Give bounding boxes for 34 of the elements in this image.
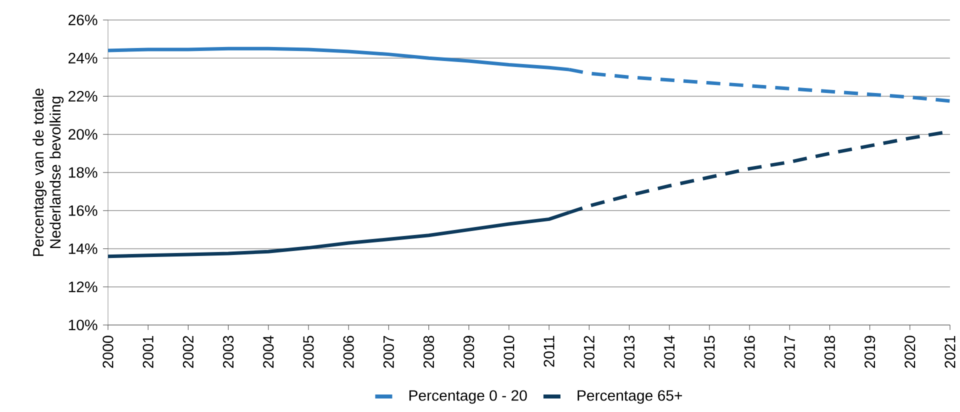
x-tick-label: 2016 [744, 336, 755, 368]
y-tick-label: 18% [68, 167, 98, 178]
x-tick-label: 2010 [504, 336, 514, 368]
x-tick-label: 2012 [584, 336, 594, 368]
x-tick-label: 2003 [222, 336, 234, 368]
x-tick-label: 2013 [624, 336, 635, 368]
x-tick-label: 2007 [383, 336, 394, 368]
x-tick-label: 2002 [182, 336, 194, 368]
x-tick-label: 2020 [904, 336, 916, 368]
x-tick-label: 2019 [864, 336, 876, 368]
x-tick-label: 2015 [704, 336, 715, 368]
x-tick-label: 2004 [263, 336, 274, 368]
legend-label: Percentage 0 - 20 [409, 390, 527, 404]
y-tick-label: 10% [68, 320, 98, 330]
y-tick-label: 16% [68, 205, 98, 216]
y-tick-label: 22% [68, 90, 98, 102]
x-tick-label: 2008 [423, 336, 434, 368]
y-axis-title: Percentage van de totale Nederlandse bevolking [32, 88, 64, 256]
legend-label: Percentage 65+ [578, 390, 682, 404]
x-tick-label: 2014 [664, 336, 675, 368]
y-tick-label: 12% [68, 282, 98, 292]
y-tick-label: 20% [68, 129, 98, 140]
x-tick-label: 2011 [544, 336, 554, 367]
x-tick-label: 2021 [944, 336, 956, 368]
x-tick-label: 2005 [303, 336, 314, 368]
x-tick-label: 2001 [142, 336, 154, 368]
x-tick-label: 2009 [464, 336, 474, 368]
y-tick-label: 26% [68, 14, 98, 26]
y-tick-label: 24% [68, 52, 98, 64]
x-tick-label: 2017 [784, 336, 795, 368]
x-tick-label: 2006 [343, 336, 354, 368]
x-tick-label: 2000 [102, 336, 114, 368]
y-tick-label: 14% [68, 244, 98, 254]
x-tick-label: 2018 [824, 336, 836, 368]
